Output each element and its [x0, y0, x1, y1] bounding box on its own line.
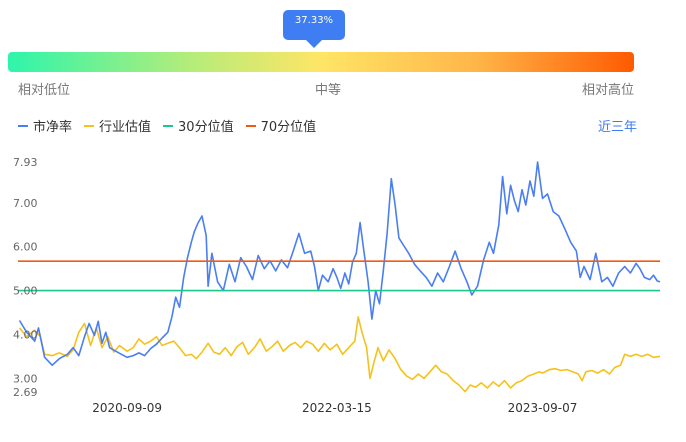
y-tick-label: 5.00 [13, 285, 38, 298]
series-line-pb [18, 161, 661, 366]
chart-legend: 市净率 行业估值 30分位值 70分位值 [18, 116, 328, 135]
gauge-mid-label: 中等 [315, 83, 342, 98]
valuation-gauge-bar [8, 52, 634, 72]
legend-item-p70[interactable]: 70分位值 [245, 116, 317, 135]
time-range-button[interactable]: 近三年 [598, 120, 638, 135]
legend-item-p30[interactable]: 30分位值 [163, 116, 234, 135]
gauge-low-label: 相对低位 [18, 83, 71, 98]
y-tick-label: 2.69 [13, 386, 38, 399]
percentile-bubble: 37.33% [283, 10, 345, 48]
legend-swatch [163, 124, 174, 127]
legend-swatch [84, 124, 95, 127]
series-line-industry [18, 316, 661, 393]
percentile-value: 37.33% [294, 15, 334, 26]
y-tick-label: 7.93 [13, 156, 38, 169]
legend-label: 30分位值 [178, 120, 234, 135]
y-tick-label: 3.00 [13, 372, 38, 385]
gauge-high-label: 相对高位 [582, 83, 635, 98]
x-tick-label: 2023-09-07 [508, 401, 578, 415]
legend-label: 行业估值 [99, 120, 152, 135]
y-tick-label: 6.00 [13, 241, 38, 254]
y-tick-label: 7.00 [13, 197, 38, 210]
y-tick-label: 4.00 [13, 329, 38, 342]
legend-label: 市净率 [33, 120, 73, 135]
legend-item-pb[interactable]: 市净率 [18, 116, 72, 135]
legend-label: 70分位值 [260, 120, 317, 135]
legend-swatch [18, 124, 28, 127]
legend-item-industry[interactable]: 行业估值 [84, 116, 151, 135]
x-tick-label: 2020-09-09 [92, 401, 162, 415]
legend-swatch [245, 124, 256, 127]
x-tick-label: 2022-03-15 [302, 401, 372, 415]
